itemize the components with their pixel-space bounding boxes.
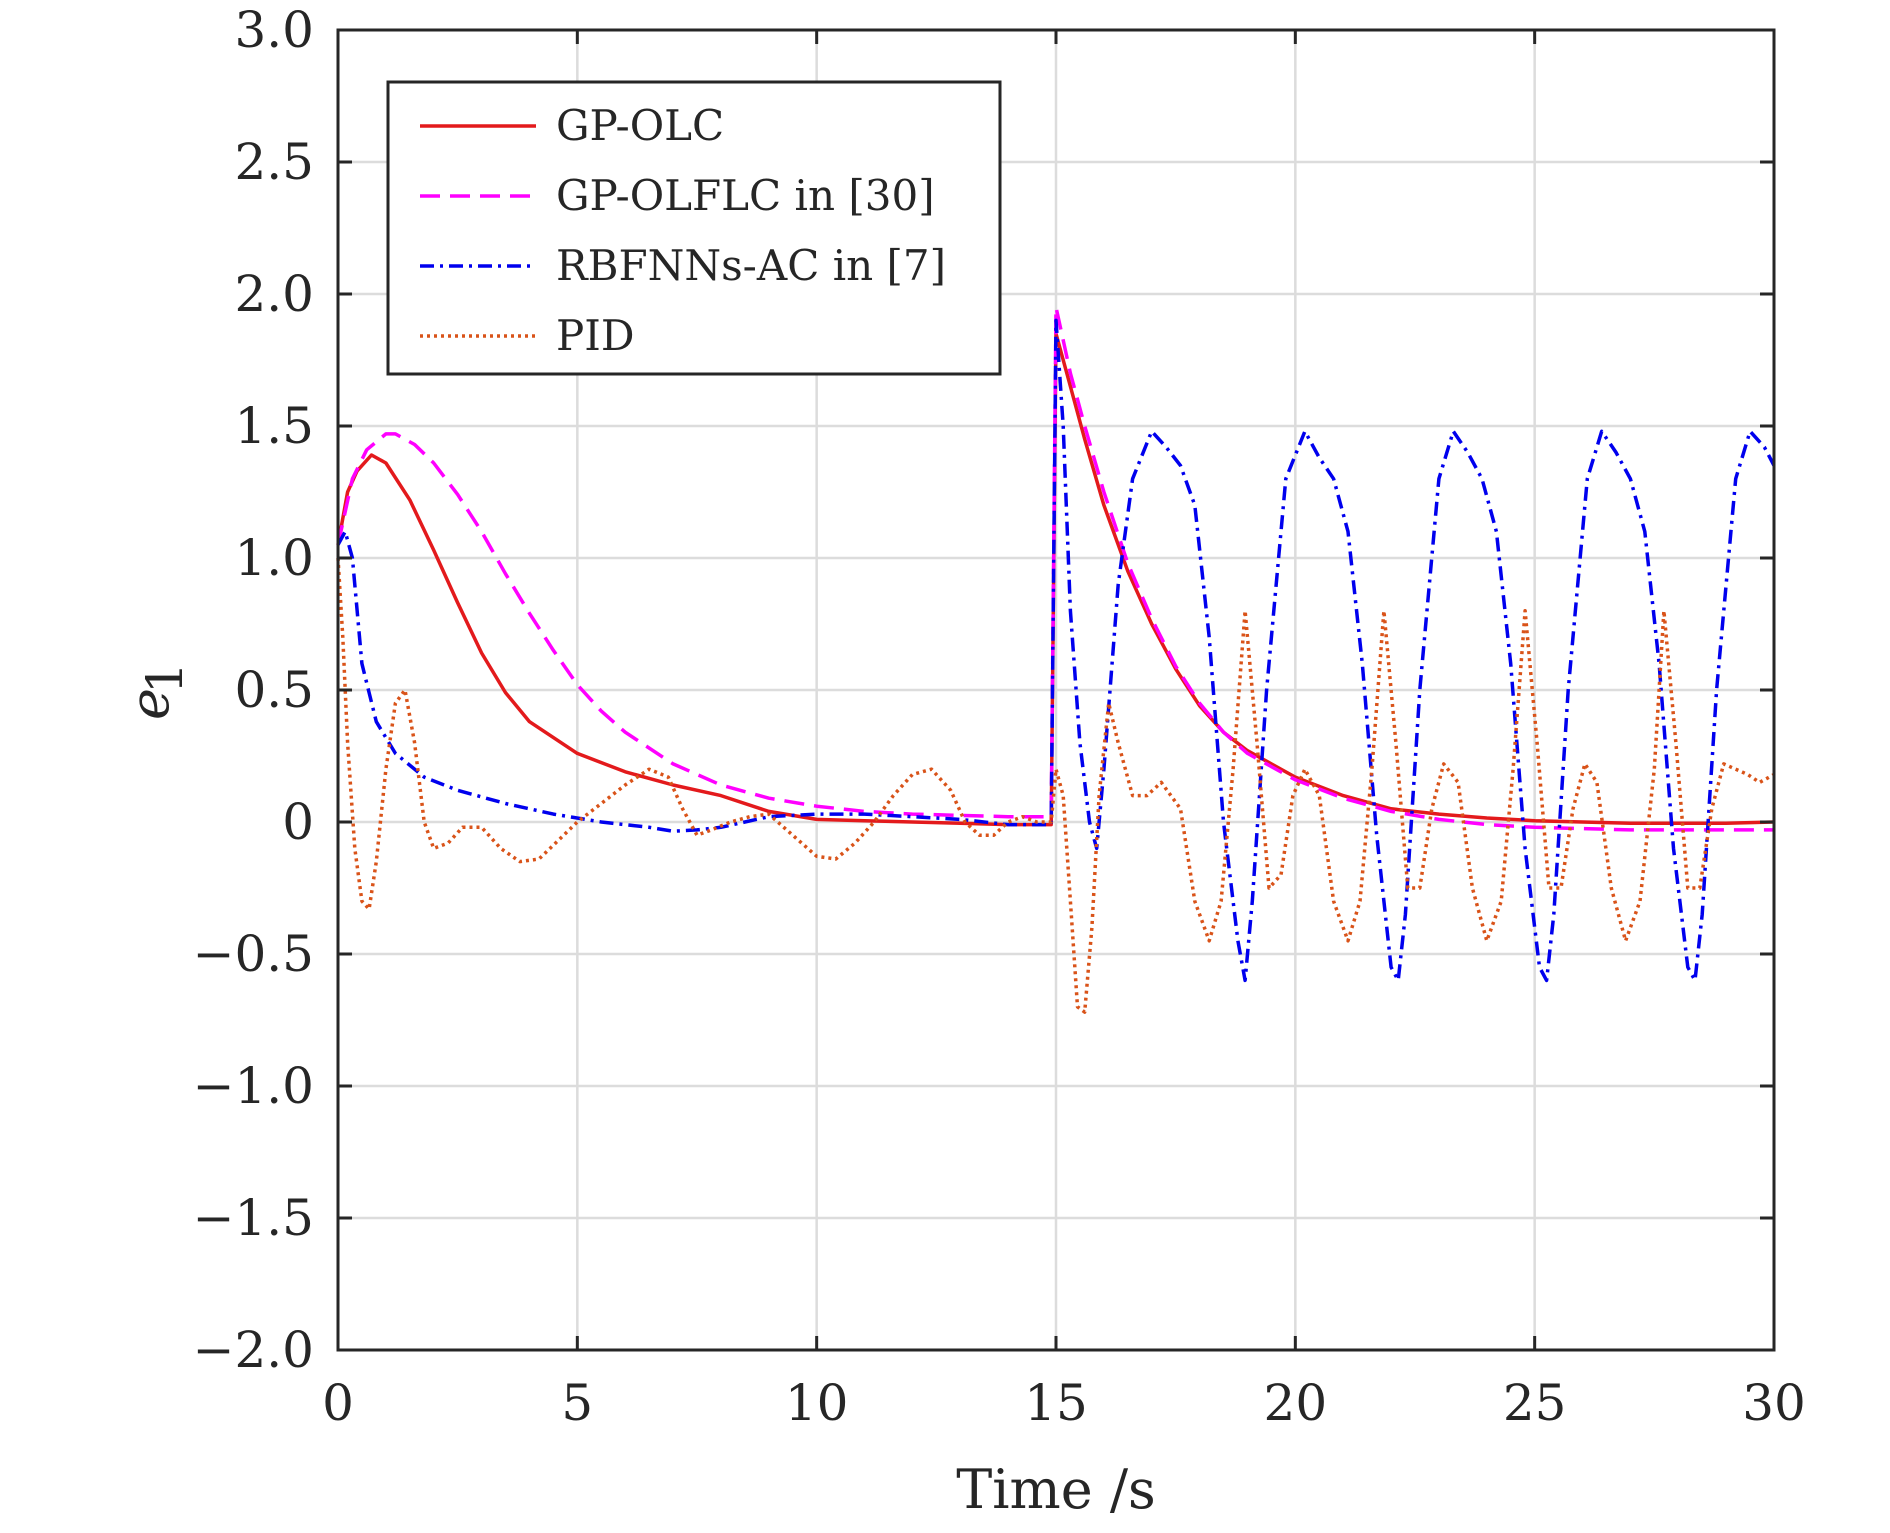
x-tick-label: 25	[1503, 1374, 1567, 1432]
ticks	[336, 28, 1776, 1352]
x-tick-label: 10	[785, 1374, 849, 1432]
series-layer	[336, 305, 1776, 1014]
legend-label-1: GP-OLC	[556, 101, 724, 150]
x-tick-label: 20	[1264, 1374, 1328, 1432]
y-tick-label: −0.5	[193, 925, 314, 983]
y-tick-label: 3.0	[234, 1, 314, 59]
y-tick-label: 0	[282, 793, 314, 851]
y-tick-label: −1.0	[193, 1057, 314, 1115]
series-line-4	[336, 557, 1775, 1014]
legend-label-2: GP-OLFLC in [30]	[556, 171, 935, 220]
x-tick-label: 30	[1742, 1374, 1806, 1432]
series-line-1	[336, 331, 1775, 827]
x-axis-title: Time /s	[956, 1458, 1156, 1521]
series-line-2	[336, 305, 1774, 832]
tick-labels: 0 5 10 15 20 25 30 3.0 2.5 2.0 1.5 1.0 0.5 0 −0.5 −1.0 −…	[193, 1, 1806, 1432]
y-axis-title-main: e	[118, 688, 181, 720]
series-line-3	[336, 318, 1776, 983]
legend-label-3: RBFNNs-AC in [7]	[556, 241, 946, 290]
y-axis-title-subscript: 1	[136, 662, 194, 694]
x-tick-label: 0	[322, 1374, 354, 1432]
legend: GP-OLC GP-OLFLC in [30] RBFNNs-AC in [7] PI…	[386, 80, 1002, 376]
y-tick-label: 0.5	[234, 661, 314, 719]
y-tick-label: −1.5	[193, 1189, 314, 1247]
legend-label-4: PID	[556, 311, 635, 360]
y-tick-label: 2.5	[234, 133, 314, 191]
legend-box	[386, 80, 1002, 376]
y-tick-label: 1.5	[234, 397, 314, 455]
y-tick-label: 2.0	[234, 265, 314, 323]
y-axis-title: e 1	[118, 662, 194, 720]
y-tick-label: 1.0	[234, 529, 314, 587]
y-tick-label: −2.0	[193, 1321, 314, 1379]
x-tick-label: 5	[561, 1374, 593, 1432]
x-tick-label: 15	[1024, 1374, 1088, 1432]
